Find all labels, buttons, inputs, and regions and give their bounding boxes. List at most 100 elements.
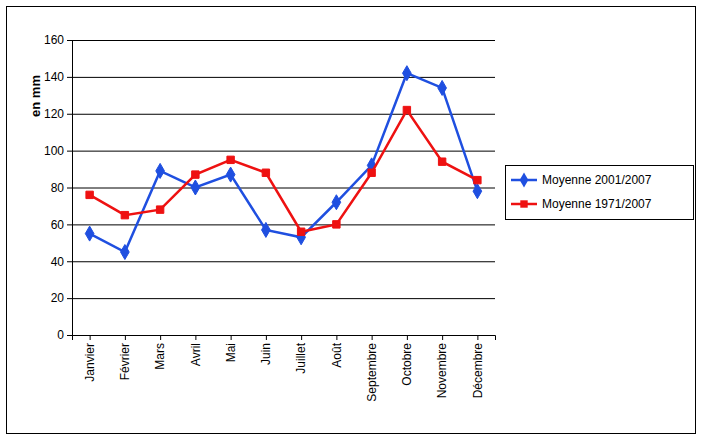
series-marker bbox=[403, 66, 412, 81]
y-tick-mark bbox=[67, 298, 72, 299]
x-tick-label: Août bbox=[330, 342, 344, 367]
x-tick-mark bbox=[231, 335, 232, 340]
x-tick-mark bbox=[301, 335, 302, 340]
chart: 0 20 40 60 80 100 120 140 160 Janvier Février Mars A… bbox=[0, 0, 703, 441]
series-marker bbox=[438, 80, 447, 95]
y-tick: 100 bbox=[44, 144, 72, 158]
y-tick: 140 bbox=[44, 70, 72, 84]
y-tick-label: 80 bbox=[51, 181, 65, 195]
legend-marker bbox=[520, 172, 529, 187]
series-marker bbox=[332, 195, 341, 210]
x-tick: Novembre bbox=[435, 335, 449, 398]
y-tick-label: 20 bbox=[51, 291, 65, 305]
y-axis-line bbox=[67, 41, 73, 336]
y-tick-label: 40 bbox=[51, 255, 65, 269]
x-tick-mark bbox=[407, 335, 408, 340]
series-marker bbox=[368, 169, 375, 176]
plot-marks bbox=[85, 66, 481, 260]
y-axis: 0 20 40 60 80 100 120 140 160 bbox=[44, 33, 73, 342]
series-marker bbox=[438, 158, 445, 165]
y-tick: 0 bbox=[57, 328, 72, 342]
grid-line bbox=[72, 188, 495, 189]
x-tick-mark bbox=[195, 335, 196, 340]
x-tick-mark bbox=[90, 335, 91, 340]
x-tick: Octobre bbox=[400, 335, 414, 386]
series-marker bbox=[403, 106, 410, 113]
series-marker bbox=[333, 221, 340, 228]
series-marker bbox=[121, 245, 130, 260]
y-tick-mark bbox=[67, 188, 72, 189]
series-line bbox=[90, 110, 478, 232]
chart-frame bbox=[7, 7, 696, 434]
x-tick-label: Décembre bbox=[471, 343, 485, 399]
x-tick: Mars bbox=[153, 335, 167, 370]
y-axis-title: en mm bbox=[28, 75, 43, 117]
x-tick-mark bbox=[442, 335, 443, 340]
y-tick: 20 bbox=[51, 291, 72, 305]
x-tick-label: Mai bbox=[224, 343, 238, 362]
x-tick-label: Octobre bbox=[400, 343, 414, 386]
x-tick-mark bbox=[372, 335, 373, 340]
series-marker bbox=[474, 176, 481, 183]
x-tick: Février bbox=[118, 335, 132, 380]
legend-box bbox=[506, 166, 694, 220]
x-tick-mark bbox=[125, 335, 126, 340]
grid-line bbox=[72, 261, 495, 262]
x-tick-mark bbox=[477, 335, 478, 340]
y-tick-mark bbox=[67, 335, 72, 336]
series-marker bbox=[191, 180, 200, 195]
x-tick-label: Janvier bbox=[83, 343, 97, 382]
legend-label: Moyenne 2001/2007 bbox=[542, 173, 652, 187]
series-marker bbox=[297, 228, 304, 235]
series-marker bbox=[227, 156, 234, 163]
y-tick-label: 160 bbox=[44, 33, 64, 47]
y-tick: 160 bbox=[44, 33, 72, 47]
y-tick: 80 bbox=[51, 181, 72, 195]
series-marker bbox=[156, 163, 165, 178]
y-tick-mark bbox=[67, 77, 72, 78]
series-marker bbox=[473, 184, 482, 199]
x-axis: Janvier Février Mars Avril Mai Juin Juillet Aoû… bbox=[73, 335, 496, 402]
legend: Moyenne 2001/2007 Moyenne 1971/2007 bbox=[506, 166, 694, 220]
x-tick: Août bbox=[330, 335, 344, 368]
series-marker bbox=[226, 167, 235, 182]
x-tick-label: Septembre bbox=[365, 343, 379, 402]
y-tick-label: 120 bbox=[44, 107, 64, 121]
grid bbox=[72, 41, 495, 336]
legend-marker bbox=[520, 200, 527, 207]
y-tick-mark bbox=[67, 151, 72, 152]
x-tick-label: Mars bbox=[153, 343, 167, 370]
y-tick-mark bbox=[67, 114, 72, 115]
x-tick-label: Février bbox=[118, 343, 132, 380]
y-tick: 60 bbox=[51, 218, 72, 232]
x-tick: Avril bbox=[189, 335, 203, 366]
y-tick-label: 100 bbox=[44, 144, 64, 158]
grid-line bbox=[72, 40, 495, 41]
x-tick: Septembre bbox=[365, 335, 379, 402]
y-tick: 120 bbox=[44, 107, 72, 121]
y-tick-mark bbox=[67, 261, 72, 262]
grid-line bbox=[72, 151, 495, 152]
series-marker bbox=[156, 206, 163, 213]
x-tick: Décembre bbox=[471, 335, 485, 398]
series-marker bbox=[262, 169, 269, 176]
y-tick-mark bbox=[67, 224, 72, 225]
x-tick: Juin bbox=[259, 335, 273, 365]
x-axis-line bbox=[73, 336, 496, 341]
x-tick: Mai bbox=[224, 335, 238, 362]
series-marker bbox=[86, 191, 93, 198]
legend-label: Moyenne 1971/2007 bbox=[542, 197, 652, 211]
x-tick-label: Avril bbox=[189, 343, 203, 366]
x-tick-mark bbox=[160, 335, 161, 340]
series-marker bbox=[262, 222, 271, 237]
x-tick-label: Juin bbox=[259, 343, 273, 365]
y-tick-mark bbox=[67, 40, 72, 41]
grid-line bbox=[72, 77, 495, 78]
series-marker bbox=[121, 211, 128, 218]
series-marker bbox=[192, 171, 199, 178]
x-tick: Juillet bbox=[294, 335, 308, 374]
x-tick-mark bbox=[336, 335, 337, 340]
y-tick-label: 140 bbox=[44, 70, 64, 84]
x-tick: Janvier bbox=[83, 335, 97, 382]
y-tick-label: 0 bbox=[57, 328, 64, 342]
